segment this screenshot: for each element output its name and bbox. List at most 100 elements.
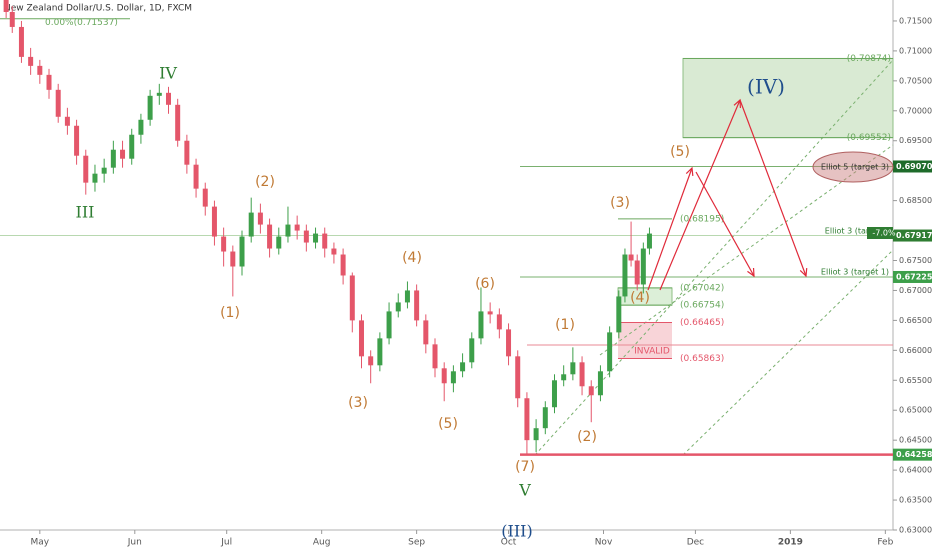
y-tick-label: 0.70500 [899, 76, 932, 85]
annotation: V [518, 481, 531, 500]
annotation: (3) [348, 395, 368, 411]
candle-body [628, 254, 634, 261]
y-tick-label: 0.65000 [899, 406, 932, 415]
annotation: (1) [220, 305, 240, 321]
candle-body [469, 338, 475, 363]
price-badge [893, 448, 932, 461]
candle-body [74, 125, 80, 156]
annotation: Elliot 3 (tar [825, 227, 870, 236]
x-tick-label: 2019 [778, 538, 803, 548]
annotation: (III) [501, 522, 532, 541]
level-label: (0.65863) [680, 354, 724, 364]
candle-body [46, 74, 52, 90]
candle-body [156, 92, 162, 96]
price-badge-label: 0.64258 [896, 450, 932, 459]
projection-arrow [695, 171, 755, 277]
candle-body [506, 329, 512, 357]
arrow-head [799, 267, 808, 278]
candle-body [120, 149, 126, 159]
channel-line [599, 144, 894, 356]
candle-body [441, 368, 447, 384]
level-label: (0.68195) [680, 214, 724, 224]
level-label: (0.69552) [847, 133, 891, 143]
level-label: (0.70874) [847, 54, 891, 64]
annotation: (2) [577, 429, 597, 445]
candle-body [524, 398, 530, 441]
y-tick-label: 0.67000 [899, 286, 932, 295]
x-tick-label: Oct [501, 538, 517, 548]
x-tick-label: Jul [220, 538, 232, 548]
candle-body [395, 302, 401, 312]
price-badge-label: 0.67917 [896, 231, 932, 240]
candle-body [622, 254, 628, 297]
target-ellipse [812, 151, 894, 183]
candle-body [588, 386, 594, 396]
x-tick-label: Aug [313, 538, 331, 548]
annotation: (7) [515, 459, 535, 475]
target-zone [682, 57, 894, 139]
annotation: (2) [255, 174, 275, 190]
candle-body [239, 236, 245, 267]
invalid-zone [618, 322, 672, 359]
annotation: (4) [630, 290, 650, 306]
annotation: Elliot 5 (target 3) [821, 163, 889, 172]
annotation: (5) [670, 144, 690, 160]
candle-body [551, 380, 557, 408]
x-tick-label: Jun [127, 538, 142, 548]
candle-body [340, 254, 346, 276]
annotation: (4) [402, 250, 422, 266]
candle-body [368, 356, 374, 366]
candle-body [358, 320, 364, 357]
y-tick-label: 0.64500 [899, 436, 932, 445]
y-tick-label: 0.71000 [899, 46, 932, 55]
y-tick-label: 0.66000 [899, 346, 932, 355]
candle-body [432, 344, 438, 369]
candle-body [404, 290, 410, 303]
level-label: 0.00%(0.71537) [45, 18, 118, 28]
candle-body [147, 95, 153, 120]
price-badge [893, 160, 932, 173]
projection-arrow [739, 99, 807, 277]
candle-body [496, 314, 502, 330]
candle-body [18, 26, 24, 57]
candle-body [533, 428, 539, 441]
projection-arrow [659, 99, 741, 291]
candle-body [37, 65, 43, 75]
candle-body [515, 356, 521, 399]
level-label: (0.67042) [680, 283, 724, 293]
candle-body [640, 248, 646, 285]
arrow-head [747, 267, 755, 278]
annotation: (6) [475, 276, 495, 292]
candle-body [423, 320, 429, 345]
channel-line [682, 249, 894, 456]
candle-body [386, 311, 392, 339]
y-tick-label: 0.68500 [899, 196, 932, 205]
channel-line [534, 59, 894, 456]
annotation: (5) [438, 416, 458, 432]
annotation: (1) [555, 317, 575, 333]
x-tick-label: Sep [408, 538, 425, 548]
y-tick-label: 0.63000 [899, 526, 932, 535]
candle-body [9, 11, 15, 27]
candle-body [129, 134, 135, 159]
candle-body [579, 362, 585, 387]
arrow-head [685, 166, 694, 177]
candle-body [230, 251, 236, 267]
annotation: -7.0% [872, 229, 896, 238]
candle-body [165, 92, 171, 105]
candle-body [478, 311, 484, 339]
candle-body [646, 233, 652, 249]
candle-body [83, 155, 89, 183]
candle-body [3, 0, 9, 12]
candle-body [450, 371, 456, 384]
pct-badge [867, 227, 893, 239]
annotation: (IV) [747, 75, 785, 99]
candle-body [331, 248, 337, 255]
candle-body [175, 104, 181, 141]
candle-body [322, 233, 328, 249]
candle-body [267, 224, 273, 249]
candle-body [211, 206, 217, 237]
level-label: (0.66754) [680, 301, 724, 311]
level-label: (0.66465) [680, 318, 724, 328]
candle-body [542, 407, 548, 429]
